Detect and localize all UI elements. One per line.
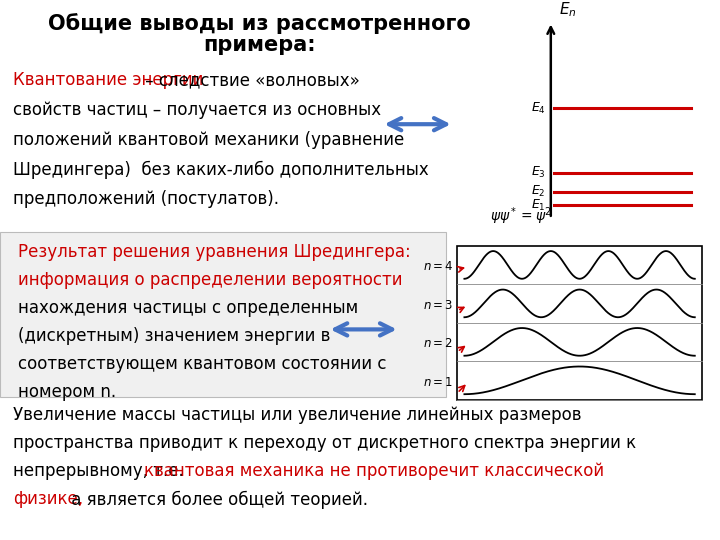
- Text: $E_3$: $E_3$: [531, 165, 546, 180]
- Text: Увеличение массы частицы или увеличение линейных размеров: Увеличение массы частицы или увеличение …: [13, 406, 582, 424]
- Text: непрерывному, т.е.: непрерывному, т.е.: [13, 462, 189, 480]
- Text: свойств частиц – получается из основных: свойств частиц – получается из основных: [13, 101, 381, 119]
- FancyArrowPatch shape: [389, 118, 446, 130]
- Text: положений квантовой механики (уравнение: положений квантовой механики (уравнение: [13, 131, 404, 149]
- Text: соответствующем квантовом состоянии с: соответствующем квантовом состоянии с: [18, 355, 387, 373]
- Text: физике,: физике,: [13, 490, 83, 508]
- Text: $n = 3$: $n = 3$: [423, 299, 454, 312]
- Text: Квантование энергии: Квантование энергии: [13, 71, 203, 89]
- Text: $\psi\psi^* = \psi^2$: $\psi\psi^* = \psi^2$: [490, 205, 552, 227]
- Text: (дискретным) значением энергии в: (дискретным) значением энергии в: [18, 327, 330, 345]
- FancyArrowPatch shape: [335, 323, 392, 335]
- Text: Общие выводы из рассмотренного: Общие выводы из рассмотренного: [48, 14, 471, 35]
- Text: предположений (постулатов).: предположений (постулатов).: [13, 190, 279, 208]
- Bar: [457, 246, 702, 400]
- Text: примера:: примера:: [203, 35, 315, 55]
- Text: номером n.: номером n.: [18, 383, 116, 401]
- Text: $E_4$: $E_4$: [531, 100, 546, 116]
- Text: $E_1$: $E_1$: [531, 198, 546, 213]
- Text: – следствие «волновых»: – следствие «волновых»: [140, 71, 359, 89]
- Text: Шредингера)  без каких-либо дополнительных: Шредингера) без каких-либо дополнительны…: [13, 160, 428, 179]
- Text: Результат решения уравнения Шредингера:: Результат решения уравнения Шредингера:: [18, 243, 410, 261]
- Text: $E_2$: $E_2$: [531, 184, 546, 199]
- Text: $n = 1$: $n = 1$: [423, 376, 454, 389]
- Text: $E_n$: $E_n$: [559, 0, 577, 19]
- Text: а является более общей теорией.: а является более общей теорией.: [66, 490, 367, 509]
- Text: информация о распределении вероятности: информация о распределении вероятности: [18, 271, 402, 289]
- Text: пространства приводит к переходу от дискретного спектра энергии к: пространства приводит к переходу от диск…: [13, 434, 636, 452]
- Text: $n = 2$: $n = 2$: [423, 338, 454, 350]
- Text: нахождения частицы с определенным: нахождения частицы с определенным: [18, 299, 359, 317]
- Text: $n = 4$: $n = 4$: [423, 260, 454, 273]
- FancyBboxPatch shape: [0, 232, 446, 397]
- Text: квантовая механика не противоречит классической: квантовая механика не противоречит класс…: [144, 462, 604, 480]
